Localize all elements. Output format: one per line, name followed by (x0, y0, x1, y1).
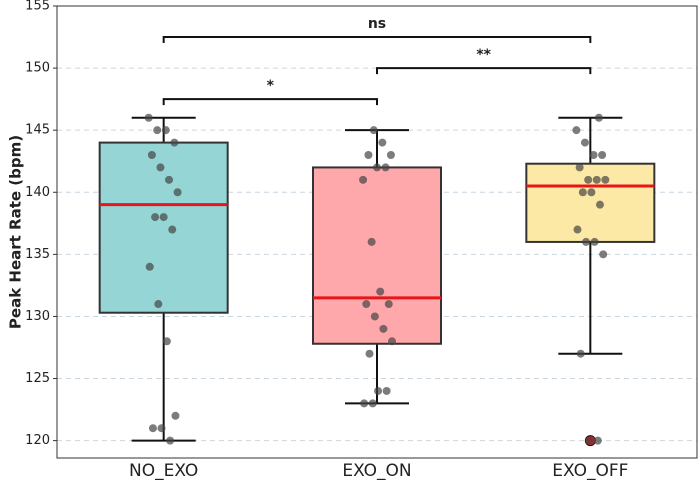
data-point (151, 213, 160, 222)
data-point (388, 337, 396, 346)
y-axis-label: Peak Heart Rate (bpm) (7, 135, 25, 329)
data-point (376, 287, 385, 296)
data-point (580, 138, 589, 147)
data-point (364, 151, 373, 160)
data-point (170, 138, 179, 147)
significance-label: * (267, 78, 275, 94)
data-point (592, 175, 601, 184)
data-point (589, 151, 598, 160)
data-point (373, 163, 381, 172)
data-point (166, 436, 175, 445)
plot-frame (56, 5, 698, 459)
y-tick-label: 135 (25, 247, 50, 262)
significance-label: ns (368, 16, 386, 32)
data-point (370, 312, 379, 321)
data-point (367, 237, 376, 246)
x-tick-label: NO_EXO (129, 461, 198, 481)
data-point (162, 337, 171, 346)
data-point (362, 300, 371, 309)
y-tick-label: 140 (25, 185, 50, 200)
data-point (384, 300, 393, 309)
data-point (173, 188, 182, 197)
data-point (161, 126, 170, 135)
y-tick-label: 120 (25, 433, 50, 448)
significance-label: ** (476, 47, 491, 63)
data-point (378, 138, 387, 147)
data-point (360, 399, 369, 408)
data-point (145, 262, 154, 271)
data-point (159, 213, 168, 222)
box (525, 162, 656, 243)
data-point (573, 225, 582, 234)
data-point (379, 324, 388, 333)
data-point (599, 250, 608, 259)
significance-bracket (376, 67, 592, 75)
data-point (584, 175, 593, 184)
data-point (576, 349, 585, 358)
significance-bracket (162, 98, 378, 106)
data-point (595, 200, 604, 209)
data-point (144, 113, 153, 122)
data-point (153, 126, 162, 135)
data-point (386, 151, 395, 160)
data-point (593, 436, 602, 445)
data-point (374, 386, 383, 395)
data-point (165, 175, 174, 184)
data-point (148, 424, 157, 433)
y-tick-label: 125 (25, 371, 50, 386)
data-point (572, 126, 581, 135)
data-point (365, 349, 374, 358)
data-point (368, 399, 377, 408)
box (98, 141, 229, 314)
x-tick-label: EXO_ON (342, 461, 411, 481)
data-point (578, 188, 587, 197)
y-tick-label: 155 (25, 0, 50, 14)
data-point (590, 237, 599, 246)
data-point (382, 386, 391, 395)
data-point (582, 237, 591, 246)
x-tick-label: EXO_OFF (552, 461, 628, 481)
data-point (154, 300, 163, 309)
y-tick-label: 145 (25, 123, 50, 138)
data-point (585, 436, 594, 445)
data-point (359, 175, 368, 184)
data-point (598, 151, 607, 160)
y-tick-label: 130 (25, 309, 50, 324)
data-point (381, 163, 390, 172)
data-point (157, 424, 166, 433)
data-point (575, 163, 584, 172)
data-point (587, 188, 596, 197)
data-point (168, 225, 177, 234)
data-point (171, 411, 180, 420)
data-point (147, 151, 156, 160)
y-tick-label: 150 (25, 61, 50, 76)
significance-bracket (162, 36, 592, 44)
data-point (594, 113, 603, 122)
data-point (601, 175, 610, 184)
data-point (156, 163, 165, 172)
data-point (369, 126, 378, 135)
